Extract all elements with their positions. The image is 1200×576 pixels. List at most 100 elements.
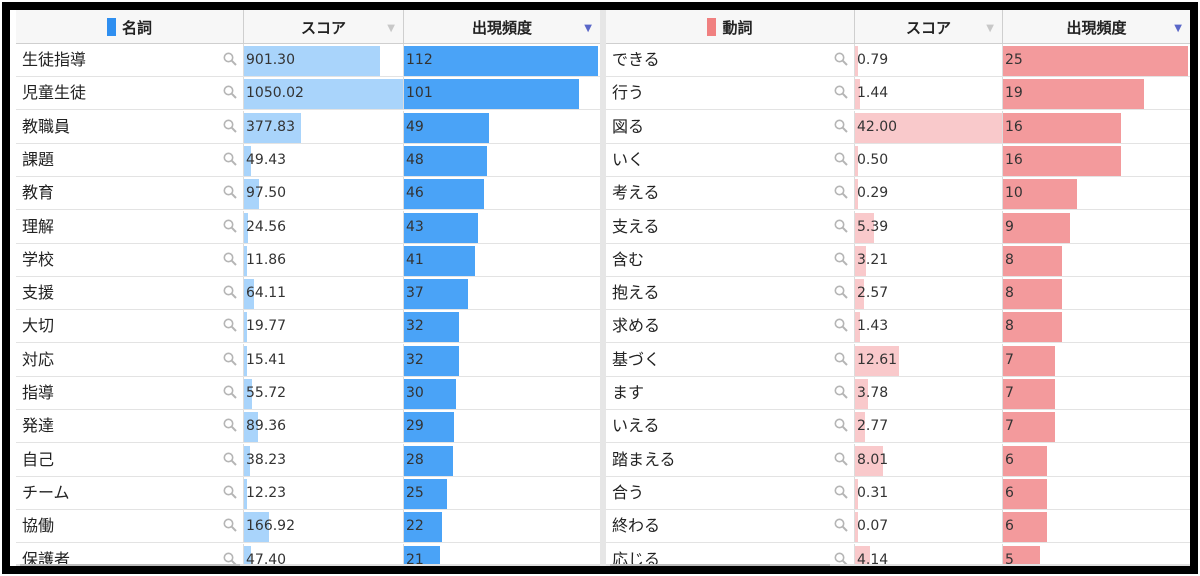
search-icon[interactable] <box>834 252 848 266</box>
horizontal-scrollbar[interactable] <box>606 564 1190 566</box>
noun-table-row[interactable]: 保護者 47.40 21 <box>16 543 600 566</box>
search-icon[interactable] <box>223 85 237 100</box>
word-cell[interactable]: 含む <box>606 243 855 276</box>
word-cell[interactable]: 生徒指導 <box>16 44 244 76</box>
verb-table-row[interactable]: 行う 1.44 19 <box>606 77 1190 111</box>
noun-word-column-header[interactable]: 名詞 <box>16 10 244 44</box>
word-cell[interactable]: 発達 <box>16 410 244 443</box>
word-cell[interactable]: 基づく <box>606 343 855 376</box>
verb-table-row[interactable]: 含む 3.21 8 <box>606 243 1190 277</box>
word-cell[interactable]: 図る <box>606 110 855 143</box>
search-icon[interactable] <box>834 485 848 499</box>
word-cell[interactable]: 保護者 <box>16 543 244 566</box>
word-cell[interactable]: 指導 <box>16 377 244 409</box>
search-icon[interactable] <box>834 152 848 166</box>
word-cell[interactable]: 抱える <box>606 277 855 310</box>
search-icon[interactable] <box>223 185 237 199</box>
noun-table-row[interactable]: 教育 97.50 46 <box>16 177 600 211</box>
verb-table-row[interactable]: 合う 0.31 6 <box>606 476 1190 510</box>
noun-table-row[interactable]: 理解 24.56 43 <box>16 210 600 244</box>
search-icon[interactable] <box>223 485 237 499</box>
word-cell[interactable]: 考える <box>606 177 855 210</box>
verb-table-row[interactable]: 基づく 12.61 7 <box>606 343 1190 377</box>
search-icon[interactable] <box>223 152 237 166</box>
word-cell[interactable]: 求める <box>606 310 855 343</box>
word-cell[interactable]: 支える <box>606 210 855 243</box>
search-icon[interactable] <box>834 52 848 66</box>
search-icon[interactable] <box>834 85 848 100</box>
noun-table-row[interactable]: 教職員 377.83 49 <box>16 110 600 144</box>
verb-table-row[interactable]: 求める 1.43 8 <box>606 310 1190 344</box>
search-icon[interactable] <box>223 418 237 433</box>
noun-score-column-header[interactable]: スコア ▼ <box>244 10 404 44</box>
noun-table-row[interactable]: 支援 64.11 37 <box>16 277 600 311</box>
word-cell[interactable]: 終わる <box>606 510 855 543</box>
verb-table-row[interactable]: 踏まえる 8.01 6 <box>606 443 1190 477</box>
word-cell[interactable]: ます <box>606 377 855 409</box>
noun-table-row[interactable]: 対応 15.41 32 <box>16 343 600 377</box>
verb-table-row[interactable]: いえる 2.77 7 <box>606 410 1190 444</box>
search-icon[interactable] <box>223 385 237 399</box>
word-cell[interactable]: できる <box>606 44 855 76</box>
word-cell[interactable]: 課題 <box>16 143 244 176</box>
search-icon[interactable] <box>223 119 237 133</box>
search-icon[interactable] <box>834 318 848 333</box>
search-icon[interactable] <box>834 552 848 566</box>
noun-table-row[interactable]: 生徒指導 901.30 112 <box>16 44 600 77</box>
search-icon[interactable] <box>834 219 848 233</box>
noun-table-row[interactable]: 発達 89.36 29 <box>16 410 600 444</box>
noun-table-row[interactable]: 児童生徒 1050.02 101 <box>16 77 600 111</box>
word-cell[interactable]: 行う <box>606 77 855 110</box>
verb-table-row[interactable]: できる 0.79 25 <box>606 44 1190 77</box>
word-cell[interactable]: いえる <box>606 410 855 443</box>
search-icon[interactable] <box>223 552 237 566</box>
scrollbar-thumb[interactable] <box>20 564 240 566</box>
search-icon[interactable] <box>834 418 848 433</box>
search-icon[interactable] <box>223 52 237 66</box>
search-icon[interactable] <box>223 518 237 532</box>
search-icon[interactable] <box>834 385 848 399</box>
word-cell[interactable]: 教育 <box>16 177 244 210</box>
verb-table-row[interactable]: 終わる 0.07 6 <box>606 510 1190 544</box>
word-cell[interactable]: 教職員 <box>16 110 244 143</box>
word-cell[interactable]: 踏まえる <box>606 443 855 476</box>
noun-table-row[interactable]: 指導 55.72 30 <box>16 377 600 410</box>
search-icon[interactable] <box>223 252 237 266</box>
scrollbar-thumb[interactable] <box>610 564 830 566</box>
word-cell[interactable]: チーム <box>16 476 244 509</box>
verb-table-row[interactable]: いく 0.50 16 <box>606 143 1190 177</box>
search-icon[interactable] <box>223 452 237 466</box>
word-cell[interactable]: 学校 <box>16 243 244 276</box>
word-cell[interactable]: 理解 <box>16 210 244 243</box>
search-icon[interactable] <box>223 285 237 299</box>
search-icon[interactable] <box>223 318 237 333</box>
search-icon[interactable] <box>834 518 848 532</box>
word-cell[interactable]: 協働 <box>16 510 244 543</box>
noun-table-row[interactable]: 協働 166.92 22 <box>16 510 600 544</box>
verb-table-row[interactable]: 支える 5.39 9 <box>606 210 1190 244</box>
noun-table-row[interactable]: 大切 19.77 32 <box>16 310 600 344</box>
search-icon[interactable] <box>834 185 848 199</box>
verb-table-row[interactable]: 抱える 2.57 8 <box>606 277 1190 311</box>
verb-table-row[interactable]: ます 3.78 7 <box>606 377 1190 410</box>
verb-table-row[interactable]: 応じる 4.14 5 <box>606 543 1190 566</box>
word-cell[interactable]: 児童生徒 <box>16 77 244 110</box>
word-cell[interactable]: 自己 <box>16 443 244 476</box>
noun-freq-column-header[interactable]: 出現頻度 ▼ <box>404 10 600 44</box>
search-icon[interactable] <box>834 352 848 366</box>
word-cell[interactable]: 対応 <box>16 343 244 376</box>
search-icon[interactable] <box>223 219 237 233</box>
noun-table-row[interactable]: 学校 11.86 41 <box>16 243 600 277</box>
horizontal-scrollbar[interactable] <box>16 564 600 566</box>
search-icon[interactable] <box>834 119 848 133</box>
search-icon[interactable] <box>834 452 848 466</box>
word-cell[interactable]: 応じる <box>606 543 855 566</box>
word-cell[interactable]: 合う <box>606 476 855 509</box>
verb-freq-column-header[interactable]: 出現頻度 ▼ <box>1003 10 1190 44</box>
verb-table-row[interactable]: 考える 0.29 10 <box>606 177 1190 211</box>
noun-table-row[interactable]: チーム 12.23 25 <box>16 476 600 510</box>
noun-table-row[interactable]: 課題 49.43 48 <box>16 143 600 177</box>
search-icon[interactable] <box>834 285 848 299</box>
noun-table-row[interactable]: 自己 38.23 28 <box>16 443 600 477</box>
verb-score-column-header[interactable]: スコア ▼ <box>855 10 1003 44</box>
